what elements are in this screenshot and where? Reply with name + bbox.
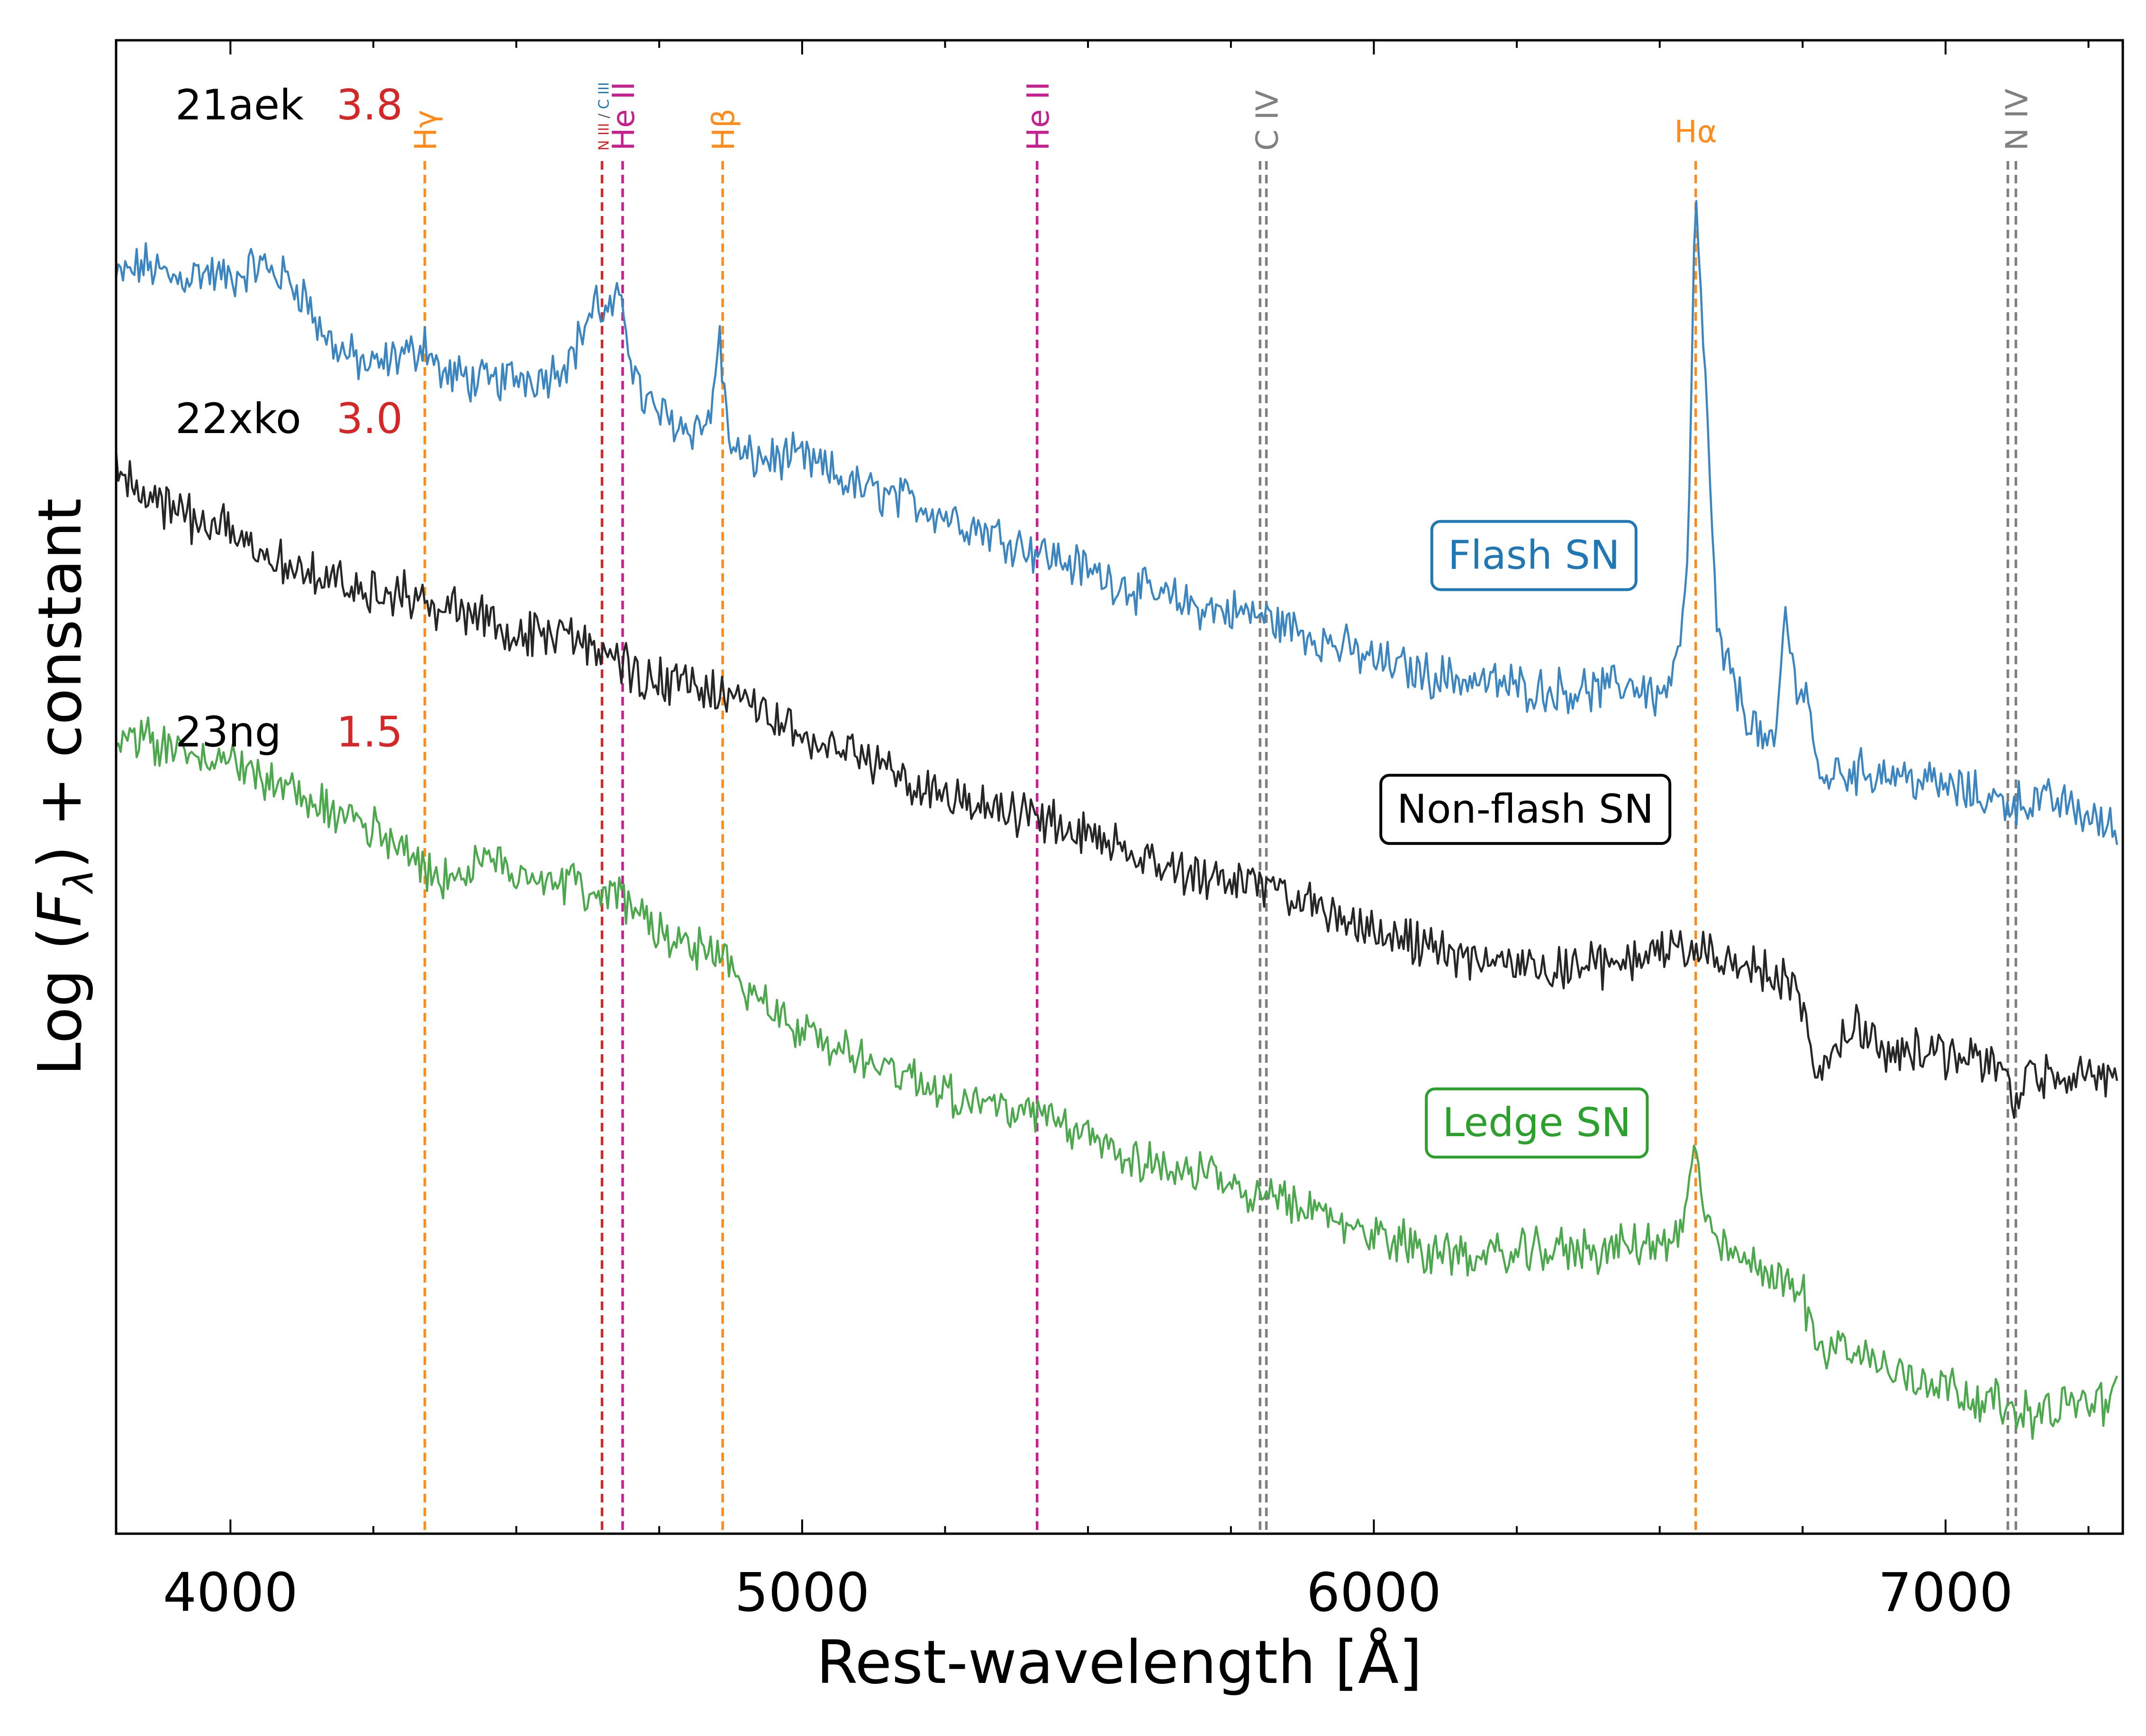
legend-frame-non-flash-sn bbox=[1379, 774, 1672, 845]
blend-label: N III / C III bbox=[596, 82, 613, 151]
y-axis-label: Log (Fλ) + constant bbox=[25, 498, 102, 1076]
marker-label-n-iv: N IV bbox=[2000, 89, 2035, 151]
x-tick-label: 7000 bbox=[1878, 1562, 2013, 1624]
blend-label-separator: / bbox=[596, 109, 613, 123]
x-tick-label: 5000 bbox=[734, 1562, 869, 1624]
axis-ticks: 4000 5000 6000 7000 bbox=[163, 40, 2090, 1624]
legend-box-non-flash-sn: Non-flash SN bbox=[1379, 774, 1672, 845]
marker-label-h: Hβ bbox=[706, 108, 742, 151]
legend-text-non-flash-sn: Non-flash SN bbox=[1397, 786, 1654, 832]
series-value-23ng: 1.5 bbox=[336, 708, 403, 757]
series-line-22xko bbox=[115, 451, 2119, 1119]
series-line-23ng bbox=[115, 716, 2118, 1440]
plot-frame bbox=[115, 39, 2124, 1535]
marker-label-h: Hγ bbox=[409, 110, 444, 151]
marker-label-he-ii: He II bbox=[1021, 81, 1056, 151]
marker-label-he-ii: He II bbox=[607, 81, 642, 151]
legend-frame-flash-sn bbox=[1430, 520, 1638, 591]
x-tick-label: 6000 bbox=[1306, 1562, 1441, 1624]
spectra-series bbox=[115, 200, 2119, 1440]
series-value-21aek: 3.8 bbox=[336, 81, 403, 129]
blend-label-part2: C III bbox=[596, 82, 613, 109]
series-line-21aek bbox=[115, 200, 2119, 845]
legend-text-flash-sn: Flash SN bbox=[1448, 532, 1620, 578]
blend-label-part1: N III bbox=[596, 123, 613, 151]
marker-label-h: Hα bbox=[1675, 115, 1717, 150]
series-name-21aek: 21aek bbox=[175, 81, 304, 129]
x-tick-label: 4000 bbox=[163, 1562, 298, 1624]
series-name-22xko: 22xko bbox=[175, 394, 301, 443]
series-value-22xko: 3.0 bbox=[336, 394, 403, 443]
series-name-23ng: 23ng bbox=[175, 708, 281, 757]
legend-text-ledge-sn: Ledge SN bbox=[1442, 1099, 1631, 1146]
legend-box-flash-sn: Flash SN bbox=[1430, 520, 1638, 591]
spectral-line-markers: Hγ He II Hβ He II C IV Hα N IV N III / C III bbox=[409, 81, 2035, 1534]
legend-frame-ledge-sn bbox=[1425, 1087, 1649, 1159]
x-axis-label: Rest-wavelength [Å] bbox=[816, 1627, 1422, 1697]
legend-box-ledge-sn: Ledge SN bbox=[1425, 1087, 1649, 1159]
annotations: 21aek 3.8 22xko 3.0 23ng 1.5 Flash SN Non-flash… bbox=[175, 81, 1672, 1159]
marker-label-c-iv: C IV bbox=[1250, 90, 1286, 151]
